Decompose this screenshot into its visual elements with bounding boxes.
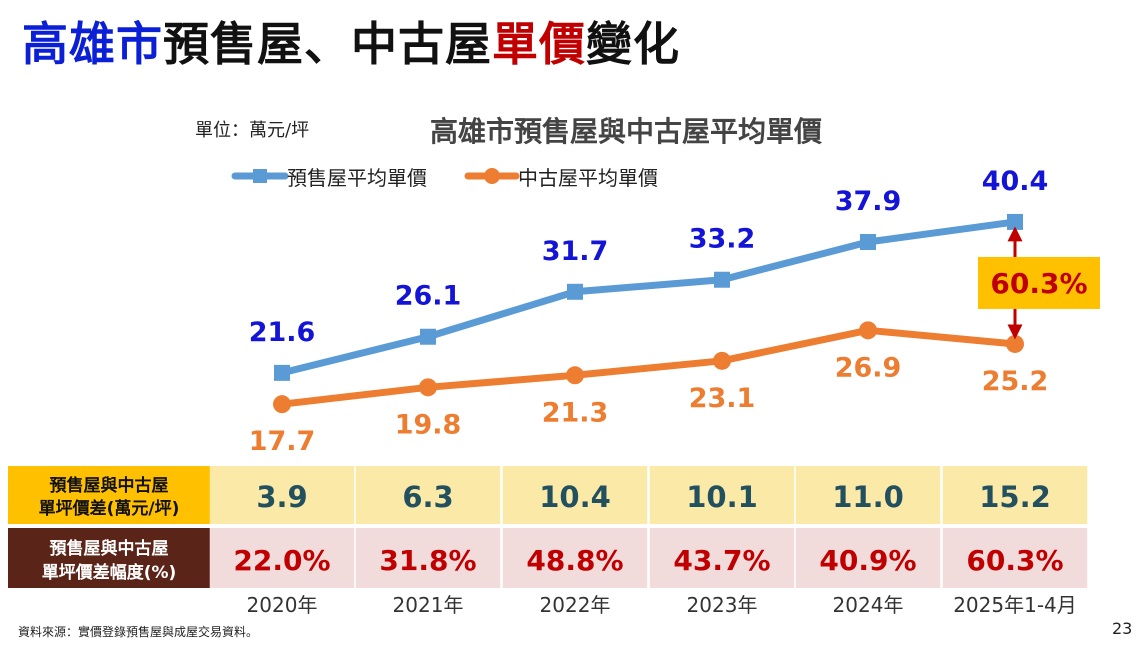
title-types: 預售屋、中古屋 (163, 17, 492, 71)
diff-cell-value: 10.1 (686, 480, 758, 514)
title-city: 高雄市 (22, 17, 163, 71)
pct-header-line2: 單坪價差幅度(%) (42, 562, 177, 583)
presale-data-label: 26.1 (395, 281, 462, 312)
diff-cell (942, 466, 1088, 524)
legend: 預售屋平均單價 中古屋平均單價 (231, 166, 658, 190)
pct-cell-value: 22.0% (233, 544, 330, 577)
diff-cell (649, 466, 795, 524)
x-tick-label: 2024年 (833, 593, 904, 617)
gap-annotation-label: 60.3% (990, 267, 1087, 300)
legend-used-label: 中古屋平均單價 (518, 166, 658, 190)
diff-cell (355, 466, 501, 524)
presale-point (420, 328, 436, 345)
presale-point (567, 283, 583, 300)
x-tick-label: 2020年 (247, 593, 318, 617)
presale-data-label: 40.4 (982, 166, 1049, 197)
series-line-used (281, 326, 1016, 408)
gap-annotation-box (978, 256, 1100, 309)
series-line-presale (281, 218, 1016, 377)
pct-cell (502, 528, 648, 588)
chart-title: 高雄市預售屋與中古屋平均單價 (430, 115, 823, 148)
presale-data-label: 33.2 (689, 224, 756, 255)
diff-header-line1: 預售屋與中古屋 (50, 475, 169, 496)
x-tick-label: 2022年 (540, 593, 611, 617)
pct-cell (209, 528, 355, 588)
used-point (713, 351, 731, 370)
pct-cell-value: 48.8% (526, 544, 623, 577)
unit-label: 單位：萬元/坪 (195, 120, 310, 141)
diff-cell (795, 466, 941, 524)
presale-point (860, 234, 876, 251)
pct-cell-value: 43.7% (673, 544, 770, 577)
x-tick-label: 2023年 (687, 593, 758, 617)
presale-data-label: 21.6 (249, 317, 316, 348)
page-title: 高雄市預售屋、中古屋單價變化 (22, 8, 680, 74)
used-point (859, 321, 877, 340)
diff-cell-value: 3.9 (256, 480, 307, 514)
legend-presale-marker (253, 169, 267, 183)
x-tick-label: 2021年 (393, 593, 464, 617)
pct-header-line1: 預售屋與中古屋 (50, 538, 169, 559)
pct-cell (795, 528, 941, 588)
used-data-label: 19.8 (395, 409, 462, 440)
pct-cell (355, 528, 501, 588)
used-data-label: 25.2 (982, 366, 1049, 397)
used-data-label: 23.1 (689, 383, 756, 414)
pct-cell-value: 40.9% (819, 544, 916, 577)
legend-used-marker (484, 168, 500, 184)
title-change: 變化 (586, 17, 680, 71)
presale-point (274, 364, 290, 381)
diff-row-header (8, 466, 210, 524)
diff-cell-value: 10.4 (539, 480, 611, 514)
legend-presale-label: 預售屋平均單價 (287, 166, 427, 190)
pct-cell (942, 528, 1088, 588)
pct-cell-value: 31.8% (379, 544, 476, 577)
used-data-label: 26.9 (835, 352, 902, 383)
used-point (1006, 334, 1024, 353)
presale-point (1007, 213, 1023, 230)
used-point (419, 378, 437, 397)
diff-cell (502, 466, 648, 524)
source-note: 資料來源：實價登錄預售屋與成屋交易資料。 (18, 625, 259, 639)
pct-cell (649, 528, 795, 588)
pct-cell-value: 60.3% (966, 544, 1063, 577)
x-tick-label: 2025年1-4月 (953, 593, 1077, 617)
diff-cell (209, 466, 355, 524)
used-point (273, 395, 291, 414)
diff-cell-value: 15.2 (979, 480, 1051, 514)
used-point (566, 366, 584, 385)
title-price: 單價 (492, 17, 586, 71)
diff-header-line2: 單坪價差(萬元/坪) (39, 498, 180, 519)
presale-data-label: 31.7 (542, 236, 609, 267)
used-data-label: 21.3 (542, 397, 609, 428)
used-data-label: 17.7 (249, 426, 316, 457)
diff-cell-value: 6.3 (402, 480, 453, 514)
page-number: 23 (1112, 619, 1133, 638)
presale-point (714, 271, 730, 288)
x-axis: 2020年 2021年 2022年 2023年 2024年 2025年1-4月 (247, 593, 1077, 617)
pct-row-header (8, 528, 210, 588)
diff-cell-value: 11.0 (832, 480, 904, 514)
data-table: 預售屋與中古屋單坪價差(萬元/坪)預售屋與中古屋單坪價差幅度(%)3.922.0… (8, 466, 1088, 588)
presale-data-label: 37.9 (835, 186, 902, 217)
